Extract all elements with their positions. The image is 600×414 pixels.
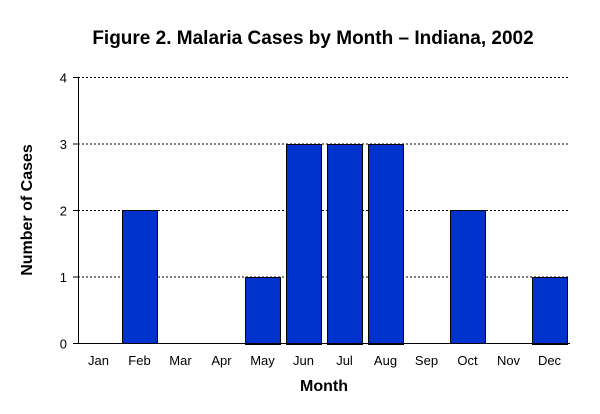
x-tick-labels: Jan Feb Mar Apr May Jun Jul Aug Sep Oct Nov Dec [88,353,562,368]
y-tick-label: 1 [60,270,67,285]
y-tick-label: 3 [60,137,67,152]
y-tick-label: 4 [60,71,67,86]
x-tick-label: Oct [457,353,478,368]
gridlines [78,77,570,278]
x-tick-label: Mar [169,353,192,368]
bar-aug [368,144,404,345]
bar-jul [327,144,363,345]
x-tick-label: May [250,353,275,368]
chart-title: Figure 2. Malaria Cases by Month – India… [92,28,533,49]
y-tick-label: 0 [60,337,67,352]
bar-oct [450,210,486,344]
y-tick-labels: 0 1 2 3 4 [60,71,67,352]
bar-dec [532,277,568,345]
y-axis-label: Number of Cases [19,144,36,276]
x-tick-label: Sep [415,353,438,368]
x-tick-label: Dec [538,353,562,368]
bar-may [245,277,281,345]
bar-jun [286,144,322,345]
x-tick-label: Aug [374,353,397,368]
x-tick-label: Nov [497,353,521,368]
bars [122,144,568,345]
x-tick-label: Jul [336,353,353,368]
x-tick-label: Jun [293,353,314,368]
y-tick-label: 2 [60,204,67,219]
x-tick-label: Jan [88,353,109,368]
x-axis-label: Month [300,378,348,395]
x-tick-label: Apr [211,353,232,368]
x-tick-label: Feb [128,353,150,368]
axes [73,77,570,344]
bar-feb [122,210,158,344]
